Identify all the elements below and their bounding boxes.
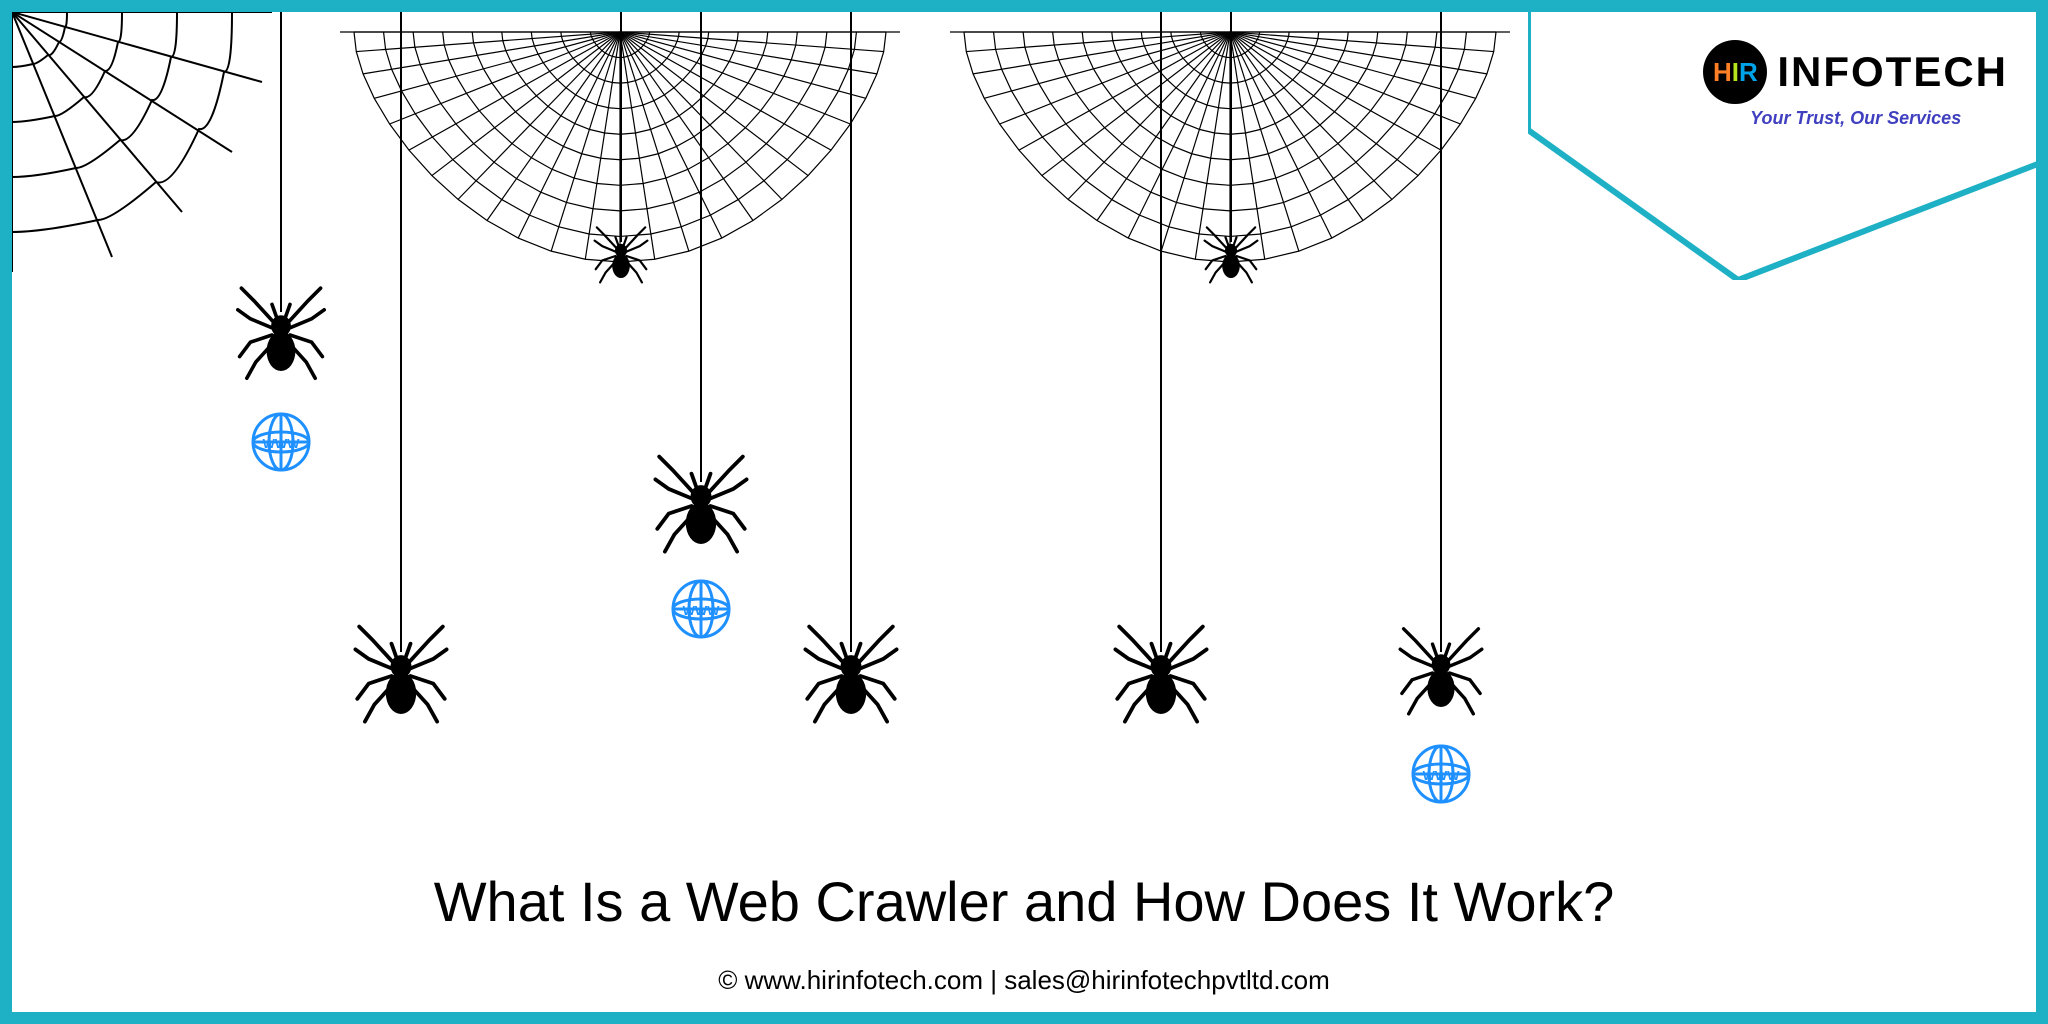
brand-tagline: Your Trust, Our Services [1703, 108, 2008, 129]
www-globe-icon: WWW [249, 410, 313, 474]
svg-text:WWW: WWW [1423, 768, 1461, 783]
spider-thread [280, 12, 282, 312]
spider-icon [1204, 223, 1259, 286]
spider-icon [1114, 619, 1209, 728]
spider-icon [236, 281, 326, 385]
spider-icon [804, 619, 899, 728]
spider-thread [1230, 12, 1232, 242]
spider-thread [1160, 12, 1162, 652]
svg-text:WWW: WWW [263, 436, 301, 451]
spider-thread [1440, 12, 1442, 652]
page-title: What Is a Web Crawler and How Does It Wo… [0, 869, 2048, 934]
spider-icon [654, 449, 749, 558]
www-globe-icon: WWW [1409, 742, 1473, 806]
spider-icon [594, 223, 649, 286]
spider-icon [354, 619, 449, 728]
logo-mark-icon: HIR [1703, 40, 1767, 104]
corner-spiderweb-icon [12, 12, 272, 272]
spider-thread [850, 12, 852, 652]
spider-thread [700, 12, 702, 482]
www-globe-icon: WWW [669, 577, 733, 641]
footer-contact: © www.hirinfotech.com | sales@hirinfotec… [0, 965, 2048, 996]
spider-thread [620, 12, 622, 242]
brand-logo: HIR INFOTECH [1703, 40, 2008, 104]
logo-corner: HIR INFOTECH Your Trust, Our Services [1528, 0, 2048, 280]
spider-icon [1399, 622, 1484, 720]
brand-text: INFOTECH [1777, 48, 2008, 96]
spider-thread [400, 12, 402, 652]
svg-text:WWW: WWW [683, 603, 721, 618]
